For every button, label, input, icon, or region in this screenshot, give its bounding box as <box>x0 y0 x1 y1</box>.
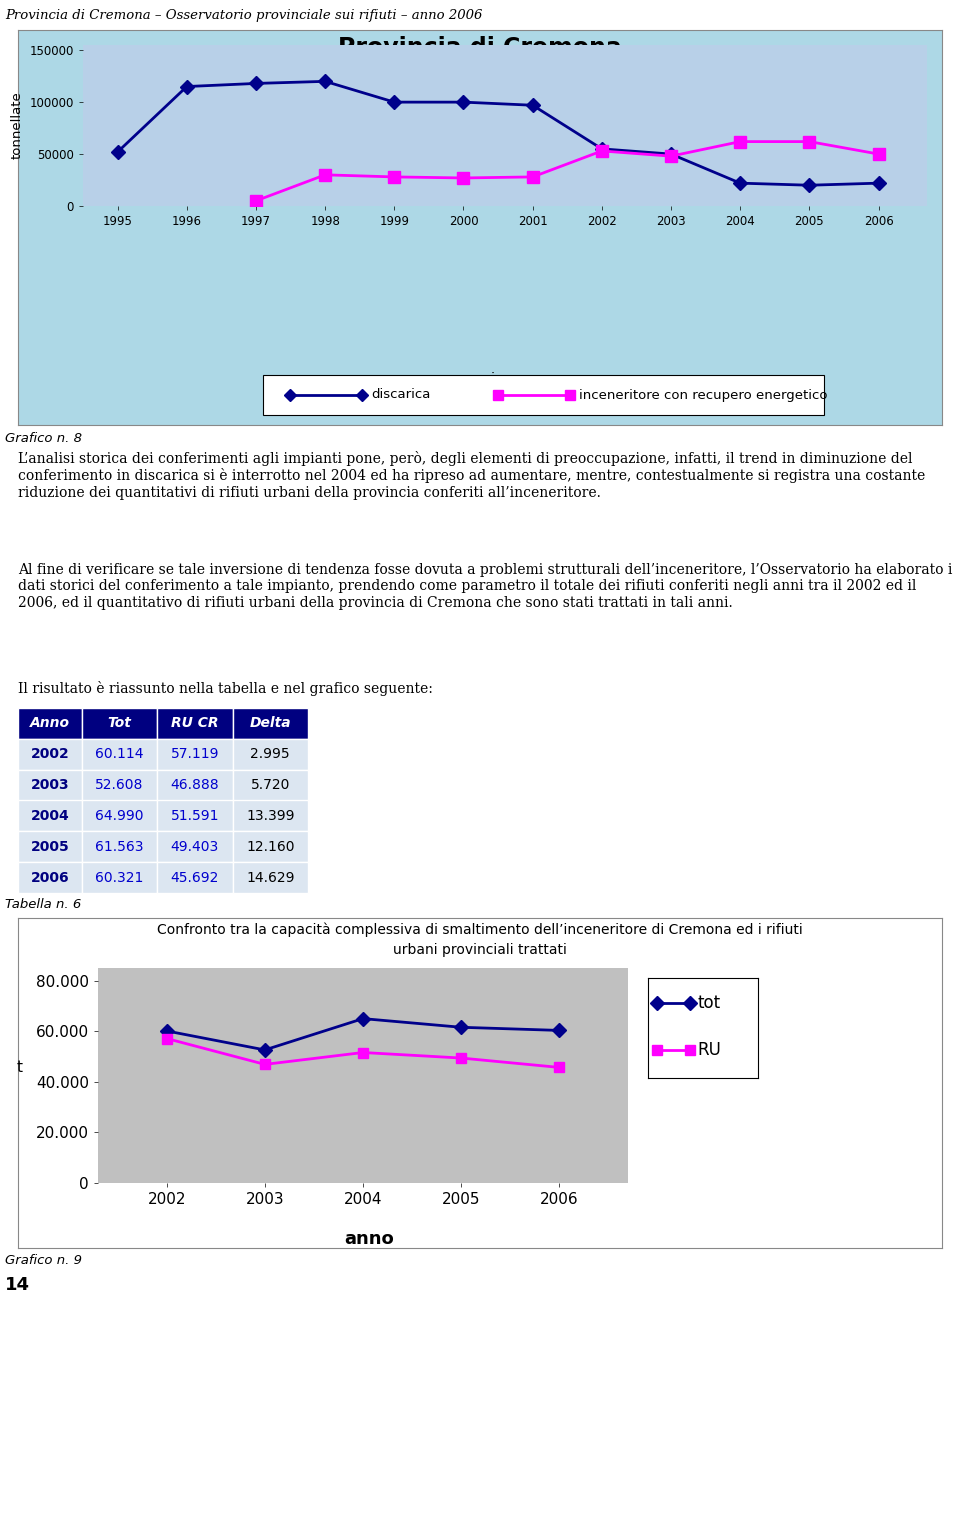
Text: Al fine di verificare se tale inversione di tendenza fosse dovuta a problemi str: Al fine di verificare se tale inversione… <box>18 563 952 610</box>
Text: 13.399: 13.399 <box>246 809 295 822</box>
Text: inceneritore con recupero energetico.: inceneritore con recupero energetico. <box>335 112 625 127</box>
Text: anno: anno <box>345 1230 394 1248</box>
Text: 51.591: 51.591 <box>171 809 219 822</box>
Bar <box>82 831 157 862</box>
Bar <box>232 739 308 769</box>
Text: 45.692: 45.692 <box>171 871 219 884</box>
Text: RU: RU <box>698 1041 721 1059</box>
Bar <box>82 801 157 831</box>
Text: 60.114: 60.114 <box>95 748 144 762</box>
Bar <box>82 862 157 894</box>
Text: 5.720: 5.720 <box>251 778 290 792</box>
Text: 60.321: 60.321 <box>95 871 144 884</box>
Text: 57.119: 57.119 <box>171 748 219 762</box>
Text: anni: anni <box>465 372 495 385</box>
Bar <box>232 708 308 739</box>
Text: 2.995: 2.995 <box>251 748 290 762</box>
Bar <box>157 708 232 739</box>
Bar <box>18 862 82 894</box>
Text: Confronto tra la capacità complessiva di smaltimento dell’inceneritore di Cremon: Confronto tra la capacità complessiva di… <box>157 922 803 938</box>
Bar <box>157 801 232 831</box>
Bar <box>18 739 82 769</box>
Bar <box>157 769 232 801</box>
Text: Grafico n. 9: Grafico n. 9 <box>5 1255 82 1268</box>
Text: Delta: Delta <box>250 716 291 730</box>
Text: Anni 1995 - 2006: Anni 1995 - 2006 <box>387 149 573 167</box>
Text: 49.403: 49.403 <box>171 840 219 854</box>
Text: 2005: 2005 <box>31 840 69 854</box>
Text: RU CR: RU CR <box>171 716 219 730</box>
Text: 61.563: 61.563 <box>95 840 144 854</box>
Bar <box>157 739 232 769</box>
Text: Tabella n. 6: Tabella n. 6 <box>5 898 82 912</box>
Text: 64.990: 64.990 <box>95 809 144 822</box>
Bar <box>157 862 232 894</box>
FancyBboxPatch shape <box>263 375 824 414</box>
Text: 52.608: 52.608 <box>95 778 144 792</box>
Text: urbani provinciali trattati: urbani provinciali trattati <box>393 942 567 957</box>
Bar <box>18 769 82 801</box>
Text: Il risultato è riassunto nella tabella e nel grafico seguente:: Il risultato è riassunto nella tabella e… <box>18 681 433 695</box>
Bar <box>18 708 82 739</box>
Bar <box>157 831 232 862</box>
Bar <box>232 831 308 862</box>
Text: 12.160: 12.160 <box>246 840 295 854</box>
Y-axis label: tonnellate: tonnellate <box>12 91 24 159</box>
Text: 2006: 2006 <box>31 871 69 884</box>
Text: 2004: 2004 <box>31 809 69 822</box>
Bar <box>232 801 308 831</box>
Text: inceneritore con recupero energetico: inceneritore con recupero energetico <box>580 388 828 402</box>
Bar <box>82 739 157 769</box>
Text: 2002: 2002 <box>31 748 69 762</box>
Bar <box>232 769 308 801</box>
Text: Anno: Anno <box>30 716 70 730</box>
Text: rifiuti destinati allo smaltimento, suddivisione tra discarica ed: rifiuti destinati allo smaltimento, sudd… <box>243 79 717 94</box>
Bar <box>18 831 82 862</box>
Bar <box>82 769 157 801</box>
Bar <box>18 801 82 831</box>
Text: discarica: discarica <box>372 388 431 402</box>
Text: 46.888: 46.888 <box>171 778 219 792</box>
Text: tot: tot <box>698 994 721 1012</box>
Text: Grafico n. 8: Grafico n. 8 <box>5 431 82 444</box>
Text: Provincia di Cremona – Osservatorio provinciale sui rifiuti – anno 2006: Provincia di Cremona – Osservatorio prov… <box>5 9 482 23</box>
Text: 14: 14 <box>5 1276 30 1294</box>
Bar <box>232 862 308 894</box>
Text: Tot: Tot <box>108 716 132 730</box>
Text: Provincia di Cremona: Provincia di Cremona <box>338 36 622 61</box>
Text: 14.629: 14.629 <box>246 871 295 884</box>
Text: 2003: 2003 <box>31 778 69 792</box>
Text: L’analisi storica dei conferimenti agli impianti pone, però, degli elementi di p: L’analisi storica dei conferimenti agli … <box>18 451 925 499</box>
Y-axis label: t: t <box>16 1060 22 1076</box>
Bar <box>82 708 157 739</box>
